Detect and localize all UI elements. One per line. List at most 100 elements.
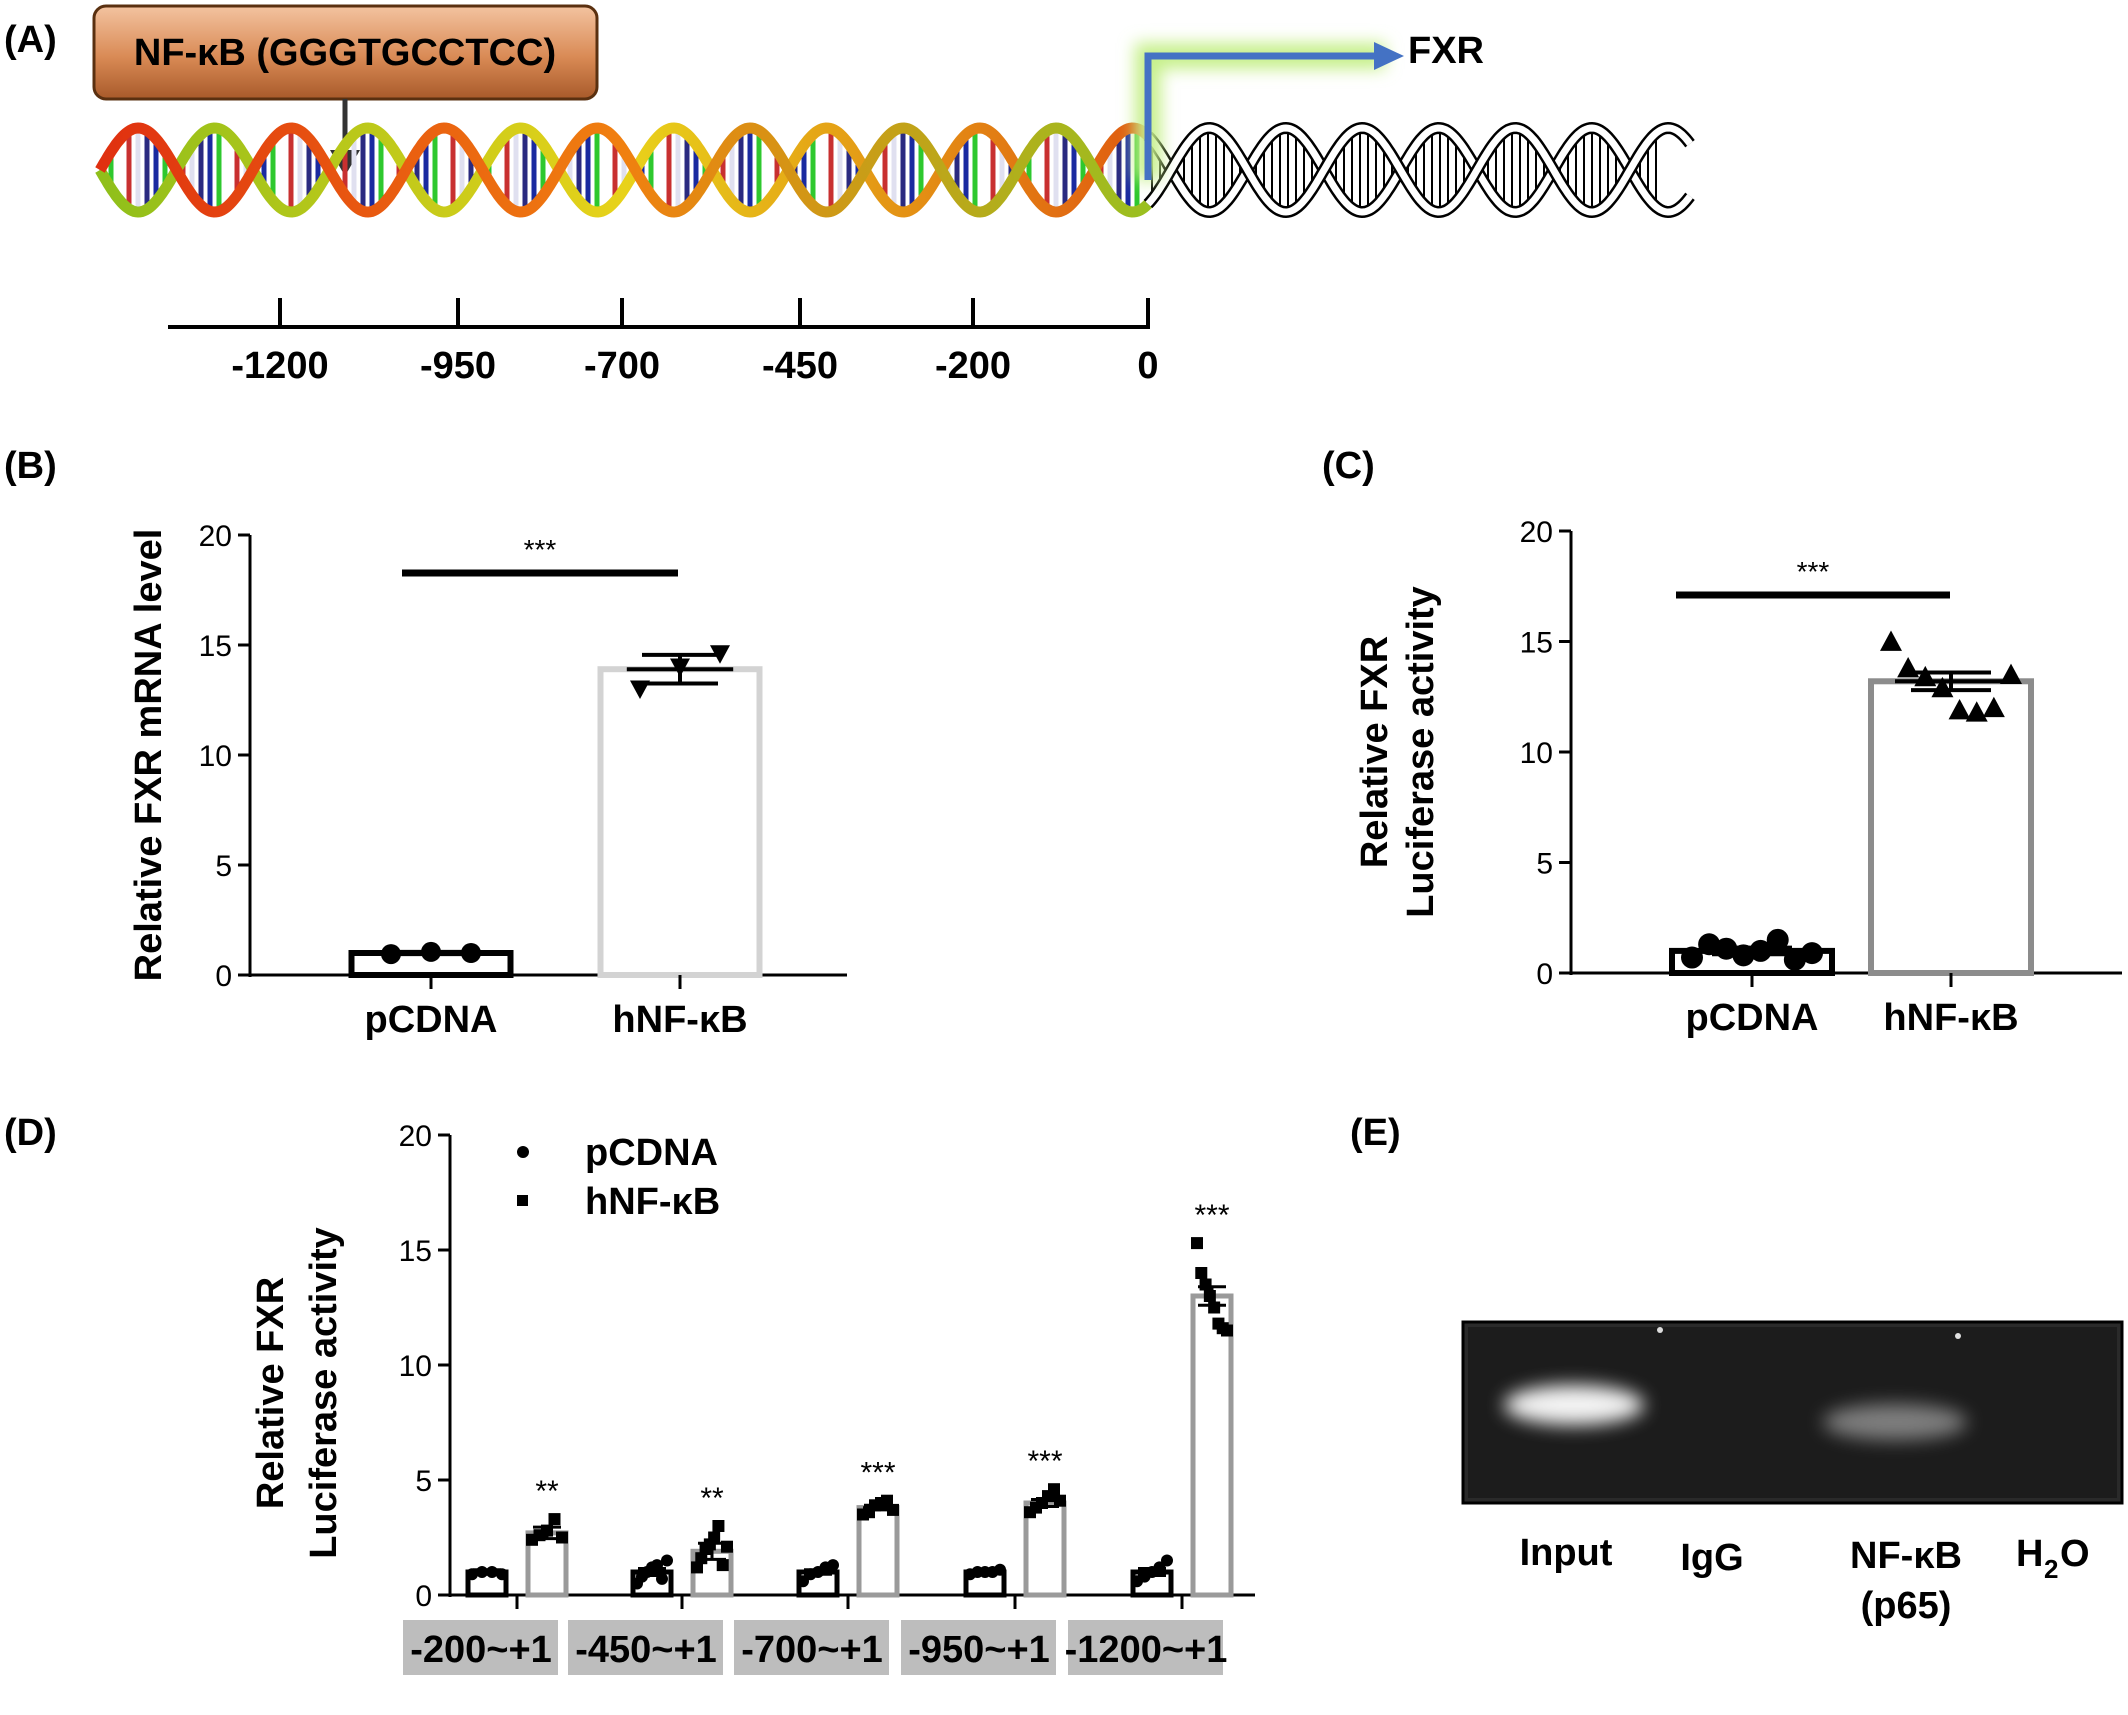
ruler-tick-label: -450 — [762, 345, 838, 387]
lane-h2o-o: O — [2060, 1533, 2090, 1575]
gel-speck — [1657, 1327, 1663, 1333]
data-point — [881, 1494, 893, 1507]
category-label-bg — [403, 1620, 558, 1675]
y-tick-label: 15 — [199, 630, 232, 663]
data-point — [2000, 663, 2022, 684]
significance-label: ** — [535, 1475, 559, 1508]
lane-nfkb-label: NF-κB — [1850, 1535, 1962, 1577]
data-point — [1982, 696, 2005, 718]
panel-c: (C) 0 5 10 15 20 Relative FXR Luciferase activ… — [1322, 445, 2122, 1039]
data-point — [716, 1559, 729, 1572]
ruler-tick-label: -1200 — [231, 345, 328, 387]
x-tick-label: -200~+1 — [410, 1629, 552, 1671]
x-tick-label: hNF-κB — [612, 999, 747, 1041]
legend-marker-pcdna — [517, 1146, 529, 1158]
data-point — [710, 645, 730, 664]
significance-label: *** — [1194, 1199, 1229, 1232]
lane-h2o-h: H — [2016, 1533, 2043, 1575]
nfkb-site-label: NF-κB (GGGTGCCTCC) — [134, 32, 556, 74]
ruler-tick-label: -950 — [420, 345, 496, 387]
dna-strand — [1145, 124, 1693, 216]
lane-igg-label: IgG — [1680, 1537, 1743, 1579]
y-tick-label: 0 — [1536, 958, 1553, 991]
chart-b: 0 5 10 15 20 Relative FXR mRNA level pCDNA hNF-… — [128, 520, 847, 1041]
data-point — [712, 1520, 725, 1532]
band-input — [1504, 1385, 1644, 1425]
y-tick-label: 10 — [199, 740, 232, 773]
category-label-bg — [734, 1620, 889, 1675]
data-point — [708, 1531, 721, 1544]
tss-arrow-head — [1374, 42, 1404, 70]
y-tick-label: 10 — [399, 1350, 432, 1383]
panel-a-label: (A) — [4, 19, 57, 61]
bar — [856, 1505, 900, 1598]
panel-b: (B) 0 5 10 15 20 Relative FXR mRNA level pCDNA… — [4, 445, 847, 1041]
data-point — [1048, 1483, 1060, 1496]
x-tick-label: -1200~+1 — [1065, 1629, 1228, 1671]
fxr-gene-label: FXR — [1408, 30, 1484, 72]
legend-marker-hnfkb — [517, 1195, 528, 1206]
significance-label: ** — [700, 1482, 724, 1515]
y-tick-label: 0 — [215, 960, 232, 993]
significance-label: *** — [1027, 1445, 1062, 1478]
x-tick-label: -950~+1 — [908, 1629, 1050, 1671]
bar — [1190, 1293, 1234, 1598]
y-tick-label: 0 — [415, 1580, 432, 1613]
panel-d-label: (D) — [4, 1112, 57, 1154]
promoter-dna-helix — [95, 122, 1154, 218]
data-point — [1948, 699, 1971, 720]
data-point — [556, 1531, 568, 1544]
chart-d: 0 5 10 15 20 Relative FXR Luciferase activity p… — [250, 1120, 1255, 1675]
panel-e: (E) Input IgG NF-κB (p65) H 2 O — [1350, 1112, 2124, 1627]
panel-d: (D) 0 5 10 15 20 Relative FXR Luciferase activ… — [4, 1112, 1255, 1675]
data-point — [1965, 701, 1988, 722]
x-tick-label: hNF-κB — [1883, 997, 2018, 1039]
data-point — [496, 1568, 508, 1581]
data-point — [1931, 676, 1954, 698]
significance-label: *** — [860, 1457, 895, 1490]
data-point — [1054, 1494, 1066, 1507]
category-label-bg — [1068, 1620, 1223, 1675]
y-tick-label: 20 — [399, 1120, 432, 1153]
bar — [597, 666, 763, 978]
panel-c-label: (C) — [1322, 445, 1375, 487]
y-tick-label: 15 — [399, 1235, 432, 1268]
ruler-ticks: -1200 -950 -700 -450 -200 0 — [231, 298, 1159, 387]
legend-label-pcdna: pCDNA — [585, 1132, 718, 1174]
panel-a: (A) NF-κB (GGGTGCCTCC) FXR -1200 -950 -700… — [4, 4, 1695, 387]
y-axis-label: Luciferase activity — [1400, 586, 1442, 918]
category-label-bg — [901, 1620, 1056, 1675]
x-tick-label: pCDNA — [1686, 997, 1819, 1039]
y-tick-label: 15 — [1520, 627, 1553, 660]
y-axis-label: Relative FXR — [1354, 636, 1396, 868]
lane-h2o-subscript: 2 — [2044, 1554, 2058, 1584]
x-tick-label: -450~+1 — [575, 1629, 717, 1671]
data-point — [1208, 1301, 1221, 1314]
lane-nfkb-sub-label: (p65) — [1861, 1585, 1952, 1627]
y-tick-label: 5 — [215, 850, 232, 883]
gene-dna-helix — [1143, 121, 1695, 219]
y-axis-label: Relative FXR mRNA level — [128, 529, 170, 982]
lane-input-label: Input — [1520, 1532, 1613, 1574]
y-tick-label: 5 — [415, 1465, 432, 1498]
data-point — [1766, 928, 1789, 951]
data-point — [827, 1559, 839, 1572]
dna-strand — [1145, 124, 1693, 216]
data-point — [1801, 942, 1823, 965]
x-tick-label: -700~+1 — [741, 1629, 883, 1671]
y-tick-label: 20 — [199, 520, 232, 553]
tss-arrow — [1144, 52, 1378, 180]
data-point — [1161, 1554, 1173, 1567]
panel-e-label: (E) — [1350, 1112, 1401, 1154]
legend-label-hnfkb: hNF-κB — [585, 1181, 720, 1223]
bar — [1868, 678, 2034, 977]
dna-strand — [95, 122, 1154, 218]
data-point — [661, 1554, 673, 1567]
ruler-tick-label: -700 — [584, 345, 660, 387]
y-axis-label: Luciferase activity — [303, 1227, 345, 1559]
data-point — [1195, 1267, 1208, 1279]
panel-b-label: (B) — [4, 445, 57, 487]
data-point — [1221, 1324, 1233, 1337]
data-point — [1203, 1290, 1216, 1302]
